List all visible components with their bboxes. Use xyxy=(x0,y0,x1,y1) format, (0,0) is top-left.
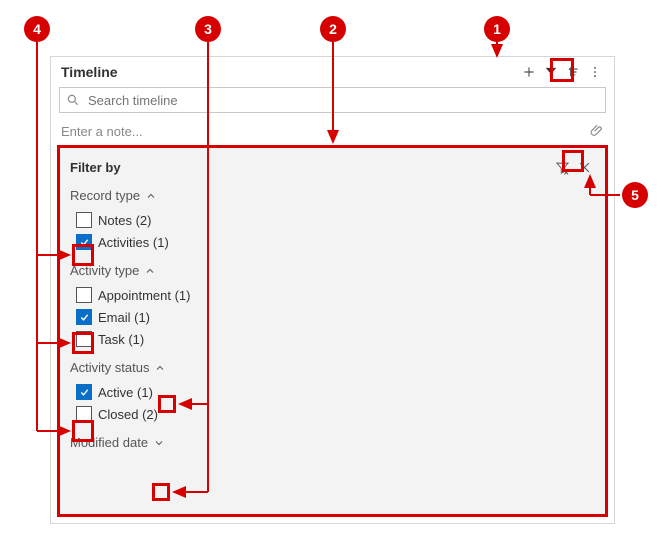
filter-icon xyxy=(544,65,558,79)
filter-group-header[interactable]: Modified date xyxy=(70,435,595,450)
close-filter-button[interactable] xyxy=(573,156,595,178)
filter-option-label: Task (1) xyxy=(98,332,144,347)
filter-group-modified_date: Modified date xyxy=(70,435,595,450)
filter-group-activity_status: Activity status Active (1) Closed (2) xyxy=(70,360,595,425)
chevron-down-icon[interactable] xyxy=(152,436,166,450)
filter-option[interactable]: Closed (2) xyxy=(70,403,595,425)
timeline-header: Timeline xyxy=(51,57,614,87)
filter-option-label: Active (1) xyxy=(98,385,153,400)
filter-option[interactable]: Activities (1) xyxy=(70,231,595,253)
checkbox[interactable] xyxy=(76,309,92,325)
add-button[interactable] xyxy=(518,61,540,83)
plus-icon xyxy=(522,65,536,79)
filter-option[interactable]: Task (1) xyxy=(70,328,595,350)
sort-button[interactable] xyxy=(562,61,584,83)
callout-4: 4 xyxy=(24,16,50,42)
filter-group-title: Activity status xyxy=(70,360,149,375)
filter-group-header[interactable]: Activity type xyxy=(70,263,595,278)
callout-2: 2 xyxy=(320,16,346,42)
page-title: Timeline xyxy=(59,64,518,80)
checkbox[interactable] xyxy=(76,287,92,303)
checkbox[interactable] xyxy=(76,234,92,250)
paperclip-icon xyxy=(590,123,604,137)
filter-option[interactable]: Active (1) xyxy=(70,381,595,403)
checkbox[interactable] xyxy=(76,331,92,347)
search-input[interactable] xyxy=(86,92,605,109)
filter-option[interactable]: Appointment (1) xyxy=(70,284,595,306)
chevron-up-icon[interactable] xyxy=(143,264,157,278)
clear-filter-button[interactable] xyxy=(551,156,573,178)
chevron-up-icon[interactable] xyxy=(153,361,167,375)
callout-1: 1 xyxy=(484,16,510,42)
filter-group-activity_type: Activity type Appointment (1) Email (1) Tas… xyxy=(70,263,595,350)
search-bar[interactable] xyxy=(59,87,606,113)
filter-option-label: Closed (2) xyxy=(98,407,158,422)
filter-option[interactable]: Email (1) xyxy=(70,306,595,328)
chevron-up-icon[interactable] xyxy=(144,189,158,203)
timeline-panel: Timeline Enter a no xyxy=(50,56,615,524)
filter-group-title: Record type xyxy=(70,188,140,203)
filter-group-record_type: Record type Notes (2) Activities (1) xyxy=(70,188,595,253)
filter-group-header[interactable]: Activity status xyxy=(70,360,595,375)
attach-button[interactable] xyxy=(590,123,604,140)
note-placeholder: Enter a note... xyxy=(61,124,590,139)
filter-group-title: Modified date xyxy=(70,435,148,450)
search-icon xyxy=(60,93,86,107)
callout-5: 5 xyxy=(622,182,648,208)
more-icon xyxy=(588,65,602,79)
checkbox[interactable] xyxy=(76,384,92,400)
filter-panel-title: Filter by xyxy=(70,160,551,175)
filter-group-header[interactable]: Record type xyxy=(70,188,595,203)
filter-option[interactable]: Notes (2) xyxy=(70,209,595,231)
filter-group-title: Activity type xyxy=(70,263,139,278)
filter-panel: Filter by Record type Notes (2) Activities… xyxy=(59,147,606,515)
filter-option-label: Notes (2) xyxy=(98,213,151,228)
filter-option-label: Email (1) xyxy=(98,310,150,325)
checkbox[interactable] xyxy=(76,406,92,422)
filter-button[interactable] xyxy=(540,61,562,83)
sort-icon xyxy=(566,65,580,79)
filter-option-label: Appointment (1) xyxy=(98,288,191,303)
close-icon xyxy=(578,161,591,174)
checkbox[interactable] xyxy=(76,212,92,228)
callout-3: 3 xyxy=(195,16,221,42)
note-row[interactable]: Enter a note... xyxy=(51,119,614,146)
filter-option-label: Activities (1) xyxy=(98,235,169,250)
more-button[interactable] xyxy=(584,61,606,83)
clear-filter-icon xyxy=(555,160,570,175)
